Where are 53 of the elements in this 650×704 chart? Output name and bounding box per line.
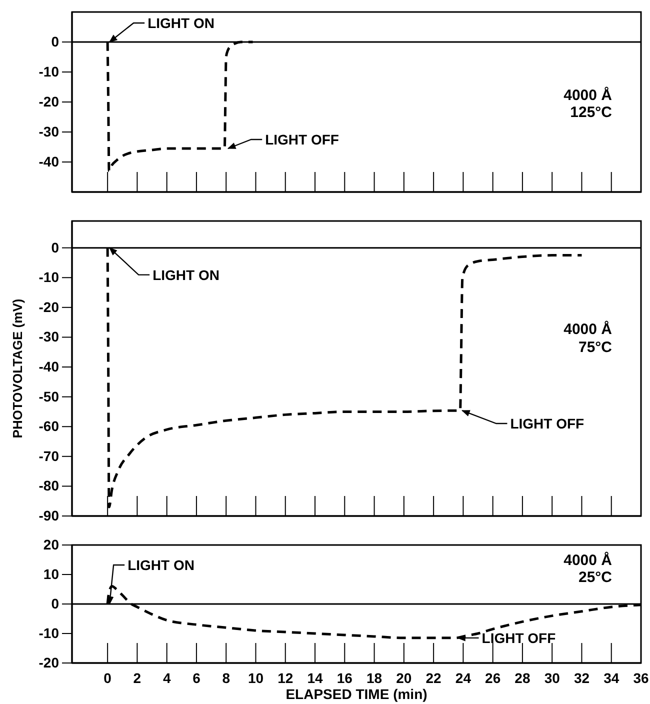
- y-tick-label: 0: [51, 33, 60, 50]
- y-axis-title: PHOTOVOLTAGE (mV): [10, 298, 25, 438]
- y-tick-label: -40: [38, 358, 60, 374]
- y-tick-label: 20: [43, 536, 60, 552]
- x-tick-label: 0: [104, 670, 112, 686]
- x-tick-label: 8: [222, 670, 230, 686]
- y-tick-label: -70: [38, 448, 60, 464]
- annotation: LIGHT OFF: [482, 630, 556, 646]
- annotation: 4000 Å: [564, 320, 612, 338]
- annotation: LIGHT ON: [128, 557, 194, 573]
- x-tick-label: 22: [426, 670, 442, 686]
- annotation: LIGHT ON: [148, 15, 214, 31]
- y-tick-label: -20: [38, 298, 60, 315]
- y-tick-label: -20: [38, 93, 60, 110]
- y-tick-label: -20: [38, 654, 60, 670]
- x-tick-label: 26: [485, 670, 501, 686]
- annotation: LIGHT OFF: [265, 132, 340, 148]
- y-tick-label: -10: [38, 624, 60, 641]
- x-tick-label: 10: [248, 670, 264, 686]
- y-tick-label: -90: [38, 507, 60, 524]
- y-tick-label: 0: [51, 595, 60, 612]
- x-tick-label: 36: [633, 670, 649, 686]
- y-tick-label: -40: [38, 153, 60, 170]
- y-tick-label: -10: [38, 269, 60, 286]
- annotation: LIGHT ON: [152, 266, 220, 283]
- y-tick-label: -50: [38, 388, 60, 404]
- annotation: 125°C: [570, 104, 612, 121]
- x-tick-label: 16: [336, 670, 353, 686]
- x-tick-label: 28: [514, 670, 530, 686]
- y-tick-label: -30: [38, 123, 60, 140]
- x-tick-label: 20: [396, 670, 412, 686]
- x-tick-label: 12: [278, 670, 294, 686]
- x-tick-label: 2: [133, 670, 142, 686]
- annotation: 75°C: [578, 339, 612, 356]
- x-tick-label: 34: [604, 670, 620, 686]
- x-tick-label: 24: [455, 670, 472, 686]
- x-axis-title: ELAPSED TIME (min): [286, 686, 428, 702]
- annotation: LIGHT OFF: [510, 416, 585, 432]
- x-tick-label: 14: [307, 670, 324, 686]
- x-tick-label: 32: [574, 670, 590, 686]
- y-tick-label: 0: [51, 239, 60, 256]
- y-tick-label: -30: [38, 328, 60, 345]
- y-tick-label: -60: [38, 418, 60, 434]
- x-tick-label: 30: [544, 670, 560, 686]
- x-tick-label: 18: [366, 670, 382, 686]
- x-tick-label: 6: [192, 670, 201, 686]
- annotation: 25°C: [578, 569, 612, 586]
- y-tick-label: 10: [43, 566, 60, 582]
- y-tick-label: -80: [38, 478, 60, 494]
- y-tick-label: -10: [38, 63, 60, 80]
- annotation: 4000 Å: [564, 86, 612, 104]
- annotation: 4000 Å: [564, 551, 612, 569]
- x-tick-label: 4: [162, 670, 171, 686]
